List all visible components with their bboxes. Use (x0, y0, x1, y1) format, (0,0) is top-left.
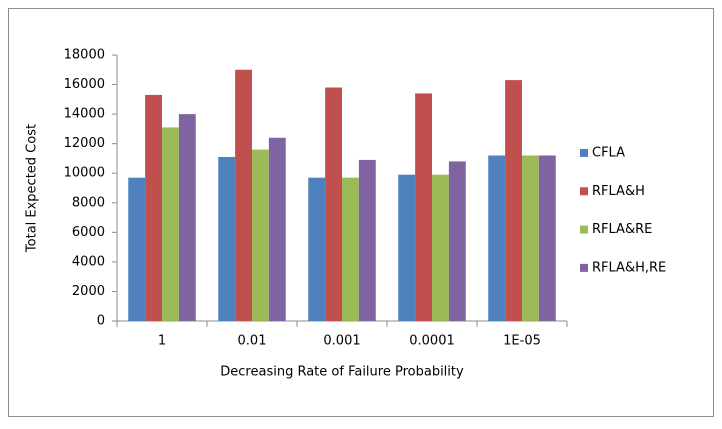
bar (448, 161, 466, 321)
bar (252, 149, 269, 321)
bar (268, 137, 286, 321)
y-tick-label: 6000 (72, 225, 105, 240)
bar (162, 127, 179, 322)
bar (488, 155, 506, 321)
y-tick-label: 2000 (72, 284, 105, 299)
legend-swatch (580, 263, 588, 272)
bar (325, 87, 342, 321)
legend-label: RFLA&RE (592, 222, 652, 237)
legend-swatch (580, 225, 588, 234)
bar (358, 159, 376, 321)
x-tick-label: 0.0001 (409, 334, 455, 349)
bar (398, 174, 416, 321)
legend-swatch (580, 149, 588, 157)
legend-label: CFLA (592, 146, 625, 161)
x-tick-label: 0.01 (238, 334, 267, 349)
y-tick-label: 14000 (64, 107, 105, 122)
x-axis-title: Decreasing Rate of Failure Probability (220, 365, 464, 380)
bar (538, 155, 556, 321)
y-tick-label: 16000 (64, 77, 105, 92)
x-tick-label: 1E-05 (503, 334, 541, 349)
y-tick-label: 12000 (64, 136, 105, 151)
y-tick-label: 10000 (64, 166, 105, 181)
x-tick-label: 0.001 (323, 334, 360, 349)
bar (505, 80, 522, 321)
bar (522, 155, 539, 321)
bar (308, 177, 326, 321)
bar (235, 69, 252, 322)
bar (145, 94, 162, 322)
bar (432, 174, 449, 321)
y-tick-label: 4000 (72, 254, 105, 269)
y-tick-label: 8000 (72, 195, 105, 210)
y-tick-label: 18000 (64, 48, 105, 63)
legend-label: RFLA&H,RE (592, 260, 666, 275)
legend-swatch (580, 187, 588, 196)
bar (178, 114, 196, 321)
bar (128, 177, 146, 321)
x-tick-label: 1 (158, 334, 166, 349)
legend-label: RFLA&H (592, 184, 645, 199)
y-tick-label: 0 (97, 314, 105, 329)
bar (415, 93, 432, 321)
y-axis-title: Total Expected Cost (25, 124, 40, 253)
bar (218, 156, 236, 321)
bar (342, 177, 359, 321)
